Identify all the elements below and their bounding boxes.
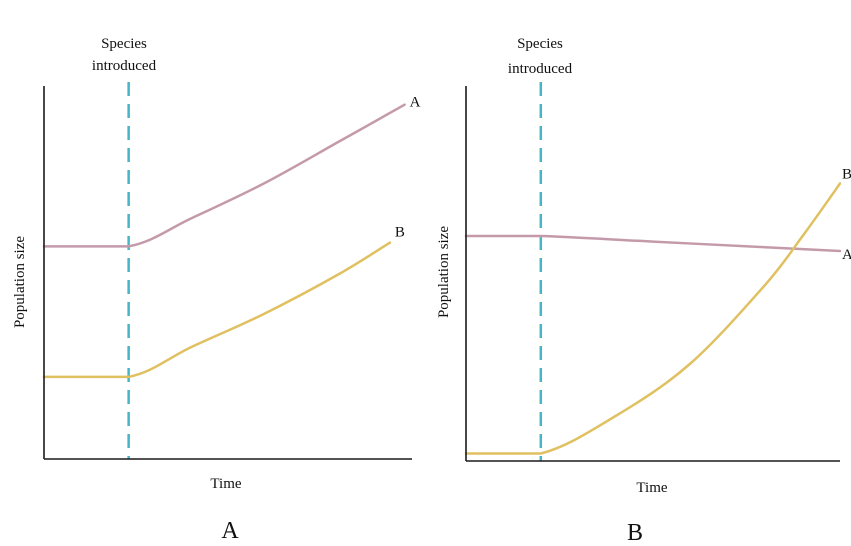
series-line-b — [42, 241, 392, 379]
panel-a-x-axis-label: Time — [210, 476, 241, 492]
series-label-a: A — [410, 95, 421, 111]
panel-b-y-axis-label: Population size — [436, 226, 452, 318]
panel-a-annotation-line2: introduced — [92, 58, 157, 74]
series-label-b: B — [395, 225, 405, 241]
series-line-a — [464, 234, 842, 253]
panel-b: Species introduced AB Population size Ti… — [436, 36, 851, 546]
series-line-b — [464, 182, 842, 455]
panel-a-plot: AB — [42, 82, 421, 460]
panel-b-plot: AB — [464, 82, 851, 462]
series-label-a: A — [842, 247, 851, 263]
panel-a-label: A — [221, 518, 239, 544]
panel-b-x-axis-label: Time — [636, 480, 667, 496]
panel-b-label: B — [627, 520, 643, 546]
panel-a-annotation-line1: Species — [101, 36, 147, 52]
panel-b-annotation-line1: Species — [517, 36, 563, 52]
series-label-b: B — [842, 167, 851, 183]
panel-b-annotation-line2: introduced — [508, 61, 573, 77]
panel-a: Species introduced AB Population size Ti… — [12, 36, 421, 544]
series-line-a — [42, 103, 406, 248]
panel-a-y-axis-label: Population size — [12, 236, 28, 328]
